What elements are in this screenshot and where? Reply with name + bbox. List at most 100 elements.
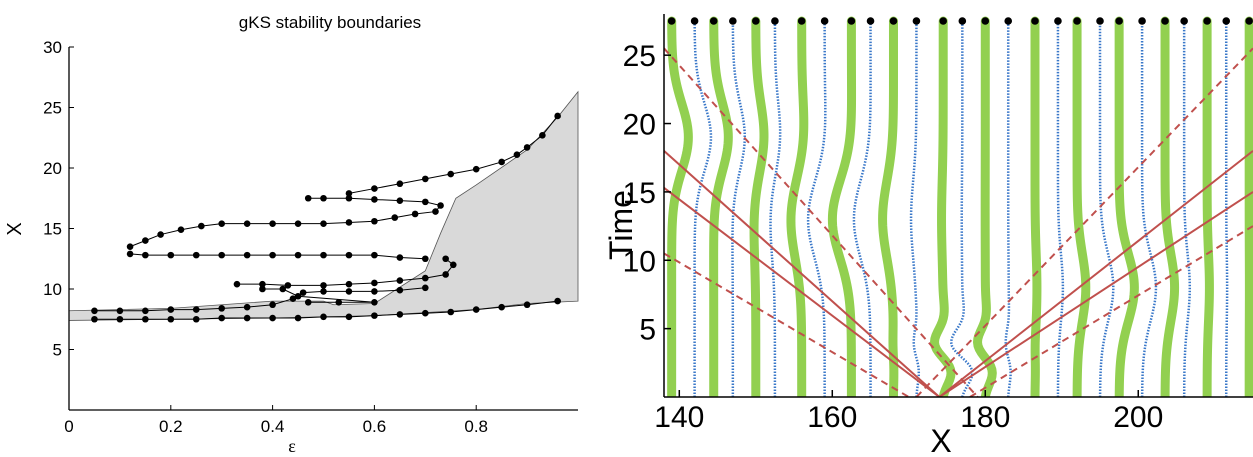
boundary-point: [167, 251, 175, 259]
top-marker: [771, 17, 779, 25]
boundary-point: [391, 214, 399, 221]
stability-chart: gKS stability boundaries 0 0.2 0.4 0.6 0…: [4, 13, 579, 456]
boundary-point: [554, 297, 561, 305]
boundary-point: [269, 220, 276, 227]
y-axis-label: X: [4, 222, 26, 235]
boundary-point: [192, 306, 200, 313]
red-characteristics: [664, 47, 1253, 397]
top-marker: [1073, 17, 1081, 25]
boundary-point: [442, 255, 449, 263]
boundary-point: [243, 303, 251, 311]
y-axis-label: Time: [603, 190, 639, 260]
boundary-point: [422, 198, 429, 206]
boundary-point: [126, 250, 134, 258]
boundary-point: [320, 282, 327, 289]
boundary-point: [396, 254, 404, 261]
x-tick-label: 160: [807, 401, 857, 434]
top-marker: [1115, 17, 1123, 25]
y-tick-label: 10: [623, 245, 656, 278]
red-solid-line: [664, 150, 941, 397]
blue-trace: [1004, 21, 1012, 397]
boundary-point: [294, 220, 302, 227]
boundary-point: [335, 299, 343, 306]
top-marker: [820, 17, 829, 25]
x-tick-label: 0.2: [159, 417, 183, 436]
boundary-point: [411, 210, 419, 218]
green-trace: [667, 16, 693, 397]
boundary-point: [279, 285, 287, 293]
x-axis-label: ε: [288, 436, 296, 456]
boundary-point: [218, 251, 225, 259]
boundary-point: [371, 288, 378, 295]
boundary-point: [345, 190, 353, 197]
boundary-point: [289, 295, 297, 302]
green-trace: [973, 16, 997, 397]
boundary-point: [371, 196, 378, 203]
red-solid-line: [938, 191, 1253, 397]
boundary-point: [396, 311, 404, 318]
boundary-point: [447, 170, 455, 178]
boundary-point: [396, 180, 404, 188]
boundary-point: [259, 285, 266, 293]
top-marker: [958, 17, 967, 25]
boundary-point: [345, 251, 353, 259]
blue-trace: [1224, 21, 1229, 397]
boundary-point: [437, 202, 444, 209]
blue-traces: [693, 20, 1229, 397]
axis-ticks: [68, 46, 477, 410]
boundary-point: [233, 280, 241, 288]
boundary-point: [539, 132, 546, 139]
boundary-point: [472, 306, 480, 313]
boundary-point: [294, 292, 302, 300]
boundary-point: [243, 314, 251, 322]
red-dashed-line: [664, 252, 910, 397]
boundary-point: [259, 280, 266, 288]
boundary-point: [371, 279, 378, 287]
boundary-point: [513, 151, 521, 158]
blue-trace: [731, 20, 747, 397]
top-marker: [889, 17, 898, 25]
boundary-point: [345, 288, 353, 295]
time-evolution-chart: 140 160 180 200 5 10 15 20 25 X Time: [603, 14, 1253, 457]
boundary-point: [371, 217, 378, 225]
y-tick-label: 10: [43, 280, 62, 299]
boundary-point: [345, 219, 353, 226]
x-tick-label: 200: [1113, 401, 1163, 434]
boundary-point: [294, 314, 302, 322]
top-marker: [1138, 17, 1146, 25]
boundary-point: [449, 261, 457, 269]
boundary-point: [243, 251, 251, 259]
boundary-curve: [130, 253, 426, 260]
boundary-point: [320, 194, 327, 202]
blue-trace: [1140, 21, 1158, 397]
green-trace: [786, 16, 809, 397]
boundary-point: [422, 255, 429, 263]
boundary-point: [396, 277, 404, 284]
boundary-point: [320, 288, 327, 295]
y-tick-label: 5: [53, 341, 62, 360]
green-trace: [1114, 16, 1139, 397]
green-trace: [929, 16, 956, 397]
y-tick-label: 25: [623, 40, 656, 73]
boundary-point: [218, 220, 225, 227]
boundary-point: [91, 315, 98, 323]
boundary-point: [269, 251, 276, 259]
red-solid-line: [664, 187, 940, 397]
boundary-point: [320, 251, 327, 259]
blue-trace: [1098, 21, 1115, 397]
boundary-point: [142, 251, 149, 259]
x-tick-label: 140: [654, 401, 704, 434]
red-dashed-line: [664, 47, 979, 397]
green-trace: [1202, 16, 1214, 397]
top-markers: [667, 17, 1253, 25]
boundary-point: [269, 301, 276, 309]
blue-trace: [693, 20, 713, 397]
boundary-point: [284, 282, 292, 289]
boundary-point: [371, 312, 378, 319]
top-marker: [1096, 17, 1104, 25]
boundary-point: [442, 271, 449, 278]
y-tick-label: 15: [43, 220, 62, 239]
y-tick-label: 30: [43, 38, 62, 57]
top-marker: [690, 17, 699, 25]
boundary-point: [304, 299, 312, 306]
